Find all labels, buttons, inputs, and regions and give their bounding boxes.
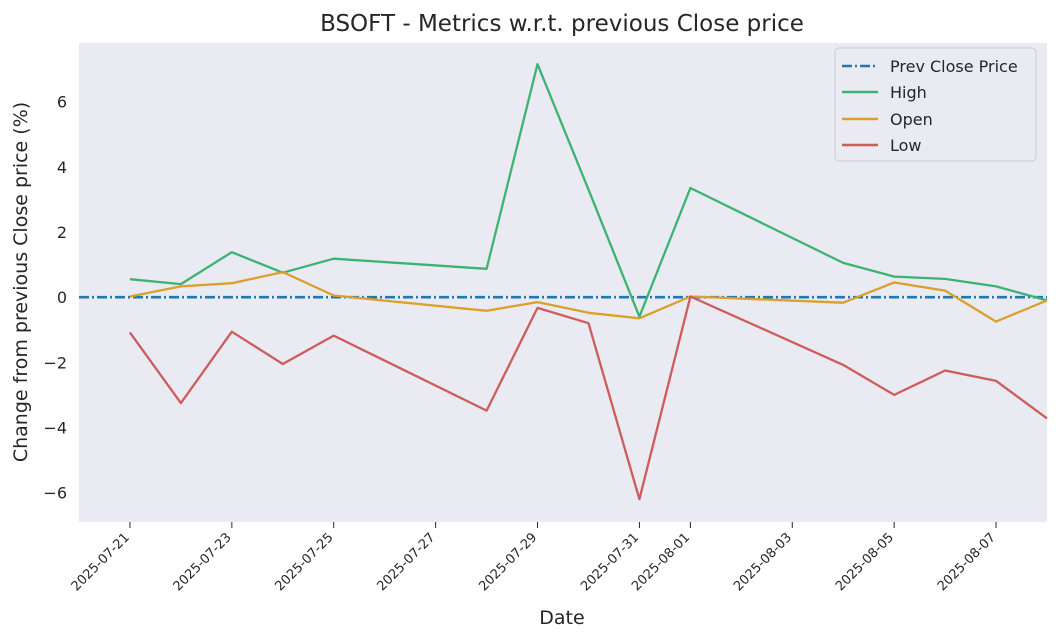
x-axis-label: Date [539, 607, 584, 629]
legend-label-prev-close: Prev Close Price [890, 57, 1018, 76]
legend-label-low: Low [890, 136, 922, 155]
series-line-low [128, 295, 1048, 501]
y-tick-label: 0 [57, 288, 67, 307]
legend-label-high: High [890, 83, 927, 102]
series-line-high [129, 63, 1048, 318]
series-line-open [129, 270, 1048, 323]
y-tick-label: −4 [43, 419, 67, 438]
chart-title: BSOFT - Metrics w.r.t. previous Close pr… [320, 11, 804, 37]
x-tick-label: 2025-07-29 [476, 530, 540, 594]
y-tick-label: −6 [43, 484, 67, 503]
y-tick-label: −2 [43, 353, 67, 372]
y-axis: −6 −4 −2 0 2 4 6 [43, 93, 67, 503]
y-tick-label: 6 [57, 93, 67, 112]
x-tick-label: 2025-07-21 [69, 530, 133, 594]
legend-label-open: Open [890, 110, 933, 129]
series-layer [128, 63, 1048, 501]
legend-box [834, 47, 1037, 162]
legend: Prev Close Price High Open Low [834, 47, 1037, 162]
x-tick-label: 2025-08-07 [935, 530, 999, 594]
x-axis: 2025-07-21 2025-07-23 2025-07-25 2025-07-27… [69, 522, 999, 594]
x-tick-label: 2025-07-25 [273, 530, 337, 594]
y-tick-label: 2 [57, 223, 67, 242]
x-tick-label: 2025-07-27 [374, 530, 438, 594]
y-tick-label: 4 [57, 158, 67, 177]
x-tick-label: 2025-07-23 [171, 530, 235, 594]
x-tick-label: 2025-08-05 [833, 530, 897, 594]
y-axis-label: Change from previous Close price (%) [10, 102, 32, 462]
x-tick-label: 2025-08-03 [731, 530, 795, 594]
